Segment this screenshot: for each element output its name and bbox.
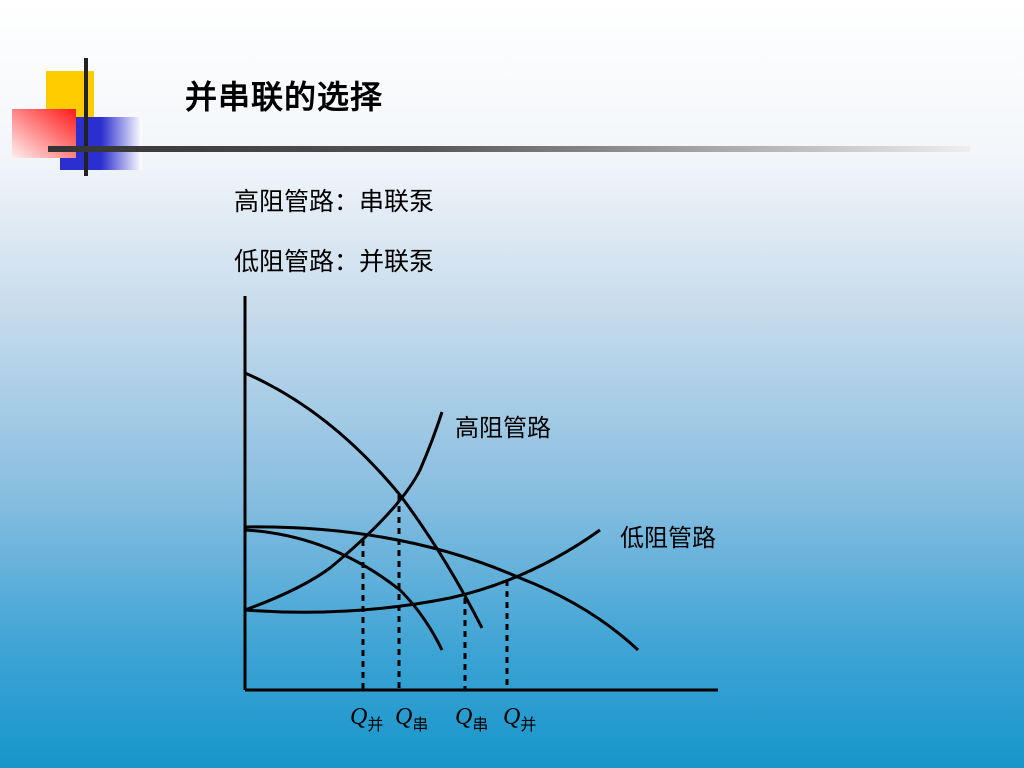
series-pump-curve bbox=[244, 371, 484, 629]
bullet-high-resistance: 高阻管路：串联泵 bbox=[234, 187, 435, 216]
bullet-low-resistance: 低阻管路：并联泵 bbox=[234, 247, 435, 276]
parallel-pump-curve bbox=[244, 525, 640, 652]
q-label: Q并 bbox=[503, 704, 537, 734]
label-high-resistance: 高阻管路 bbox=[455, 414, 551, 442]
q-label: Q并 bbox=[350, 704, 384, 734]
high-resistance-pipe-curve bbox=[244, 411, 444, 612]
single-pump-curve bbox=[244, 528, 444, 651]
slide-title: 并串联的选择 bbox=[185, 78, 384, 116]
low-resistance-pipe-curve bbox=[244, 528, 601, 614]
q-label: Q串 bbox=[455, 704, 489, 734]
q-label: Q串 bbox=[395, 704, 429, 734]
title-rule bbox=[48, 146, 970, 152]
label-low-resistance: 低阻管路 bbox=[620, 524, 716, 552]
